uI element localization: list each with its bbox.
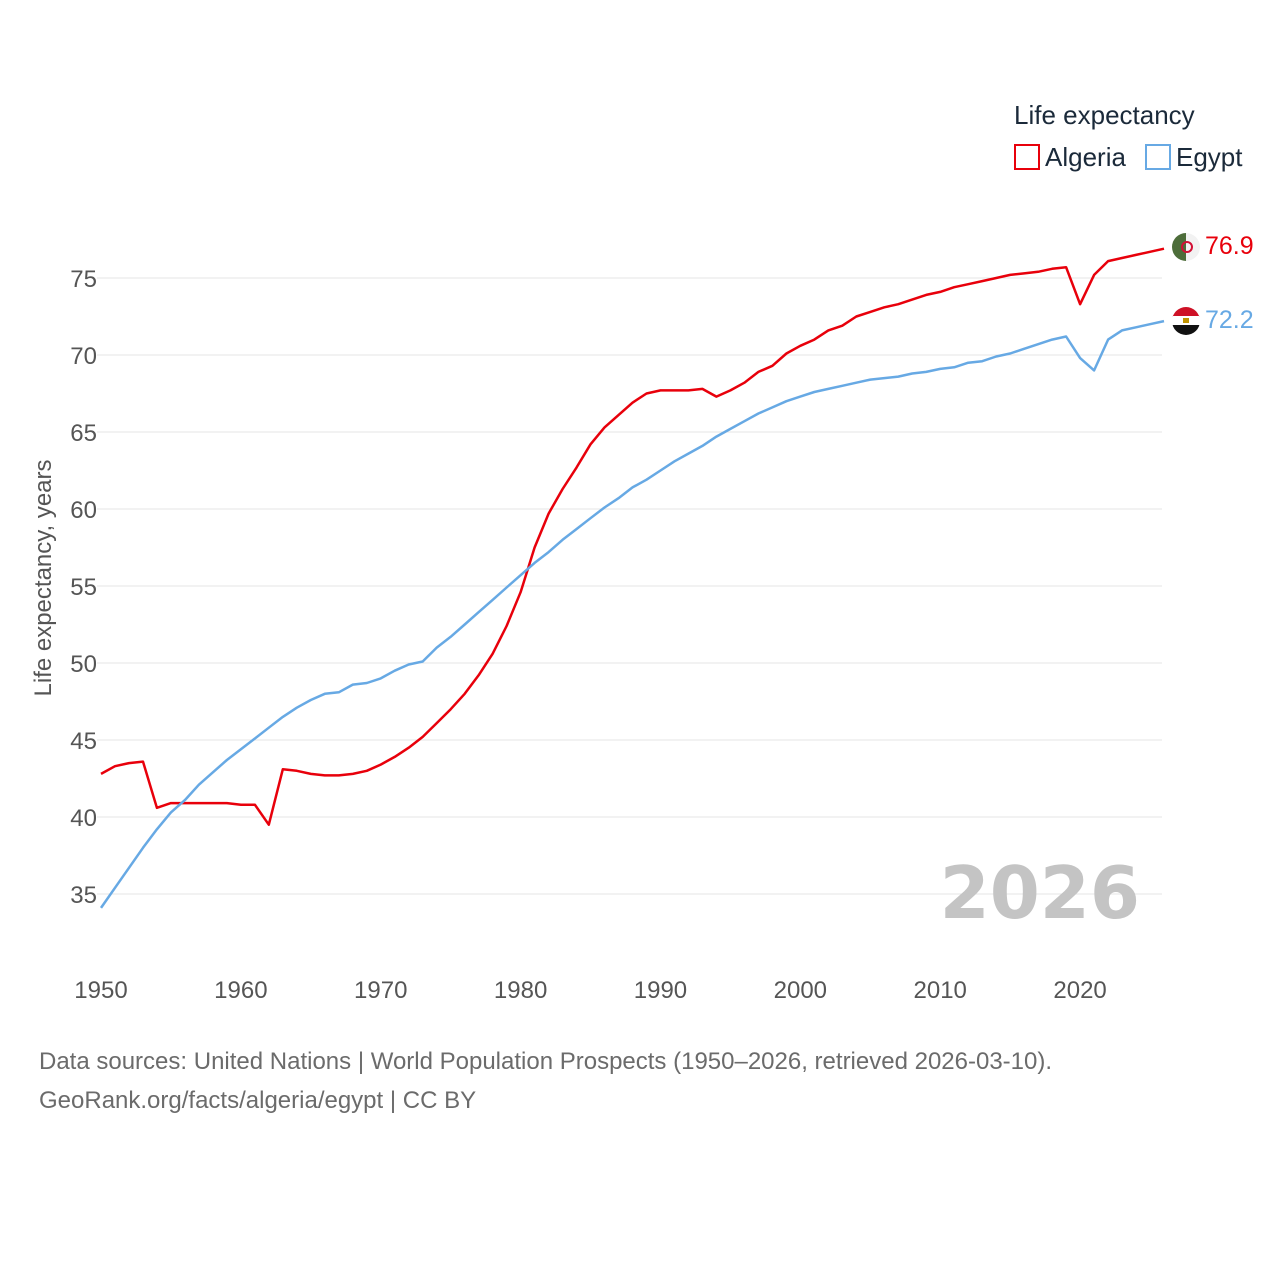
x-tick-label: 2020 bbox=[1053, 977, 1106, 1004]
x-tick-label: 1960 bbox=[214, 977, 267, 1004]
y-tick-label: 70 bbox=[70, 343, 97, 370]
legend: Life expectancy Algeria Egypt bbox=[1014, 100, 1243, 172]
y-tick-label: 60 bbox=[70, 497, 97, 524]
y-tick-label: 75 bbox=[70, 266, 97, 293]
x-tick-label: 1980 bbox=[494, 977, 547, 1004]
y-tick-label: 35 bbox=[70, 882, 97, 909]
year-watermark: 2026 bbox=[940, 851, 1140, 935]
x-tick-label: 1990 bbox=[634, 977, 687, 1004]
algeria-flag-icon bbox=[1172, 233, 1200, 261]
end-label-algeria: 76.9 bbox=[1205, 232, 1254, 260]
y-axis-label: Life expectancy, years bbox=[30, 459, 57, 696]
x-tick-label: 2000 bbox=[774, 977, 827, 1004]
x-tick-label: 1950 bbox=[74, 977, 127, 1004]
x-axis-ticks: 1950 1960 1970 1980 1990 2000 2010 2020 bbox=[74, 977, 1106, 1004]
source-line-1: Data sources: United Nations | World Pop… bbox=[39, 1048, 1053, 1075]
end-label-egypt: 72.2 bbox=[1205, 306, 1254, 334]
y-tick-label: 50 bbox=[70, 651, 97, 678]
x-tick-label: 1970 bbox=[354, 977, 407, 1004]
x-tick-label: 2010 bbox=[914, 977, 967, 1004]
series-line-algeria[interactable] bbox=[100, 247, 1165, 826]
legend-swatch-algeria[interactable] bbox=[1014, 144, 1040, 170]
legend-swatch-egypt[interactable] bbox=[1145, 144, 1171, 170]
y-axis-ticks: 35 40 45 50 55 60 65 70 75 bbox=[70, 266, 97, 909]
egypt-flag-icon bbox=[1172, 307, 1200, 335]
grid-lines bbox=[97, 277, 1162, 895]
legend-label-algeria[interactable]: Algeria bbox=[1045, 142, 1126, 172]
y-tick-label: 40 bbox=[70, 805, 97, 832]
y-tick-label: 45 bbox=[70, 728, 97, 755]
legend-label-egypt[interactable]: Egypt bbox=[1176, 142, 1243, 172]
series-line-egypt[interactable] bbox=[99, 319, 1165, 909]
y-tick-label: 65 bbox=[70, 420, 97, 447]
legend-title: Life expectancy bbox=[1014, 100, 1195, 130]
y-tick-label: 55 bbox=[70, 574, 97, 601]
source-note: Data sources: United Nations | World Pop… bbox=[39, 1042, 1239, 1120]
source-line-2[interactable]: GeoRank.org/facts/algeria/egypt | CC BY bbox=[39, 1087, 477, 1114]
series-lines bbox=[99, 247, 1165, 909]
